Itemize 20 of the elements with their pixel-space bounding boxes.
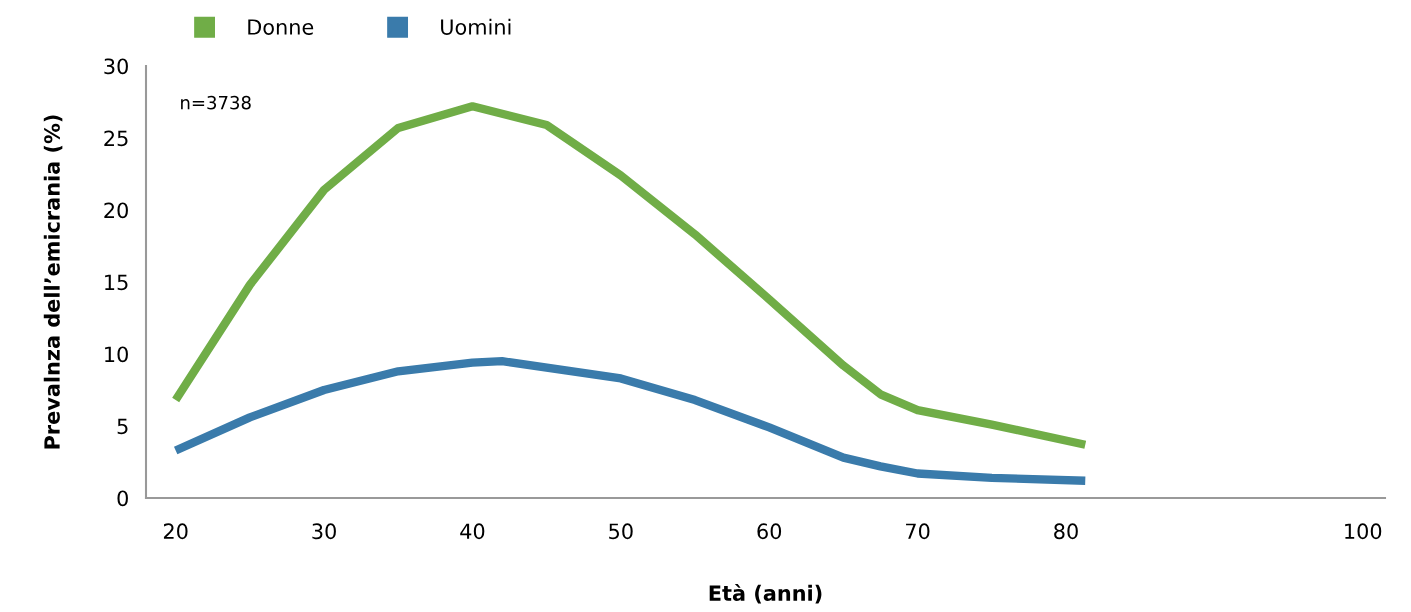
legend-label: Uomini: [441, 18, 511, 35]
y-axis-title: Prevalnza dell’emicrania (%): [43, 115, 63, 449]
y-tick-label: 30: [104, 58, 128, 75]
y-tick-label: 15: [105, 274, 128, 291]
x-tick-label: 50: [609, 523, 633, 540]
y-tick-label: 10: [105, 346, 128, 363]
y-tick-label: 5: [117, 418, 128, 435]
x-tick-label: 70: [906, 523, 930, 540]
legend-label: Donne: [248, 19, 314, 35]
x-tick-label: 80: [1054, 523, 1078, 540]
y-tick-label: 25: [104, 130, 128, 147]
y-tick-label: 20: [104, 202, 128, 219]
x-tick-label: 100: [1345, 523, 1382, 540]
y-tick-label: 0: [117, 490, 128, 507]
x-axis-title: Età (anni): [709, 584, 822, 604]
annotation: n=3738: [181, 95, 251, 110]
x-tick-label: 20: [163, 523, 188, 540]
x-tick-label: 60: [757, 523, 782, 540]
x-tick-label: 40: [460, 523, 485, 540]
x-tick-label: 30: [312, 523, 336, 540]
